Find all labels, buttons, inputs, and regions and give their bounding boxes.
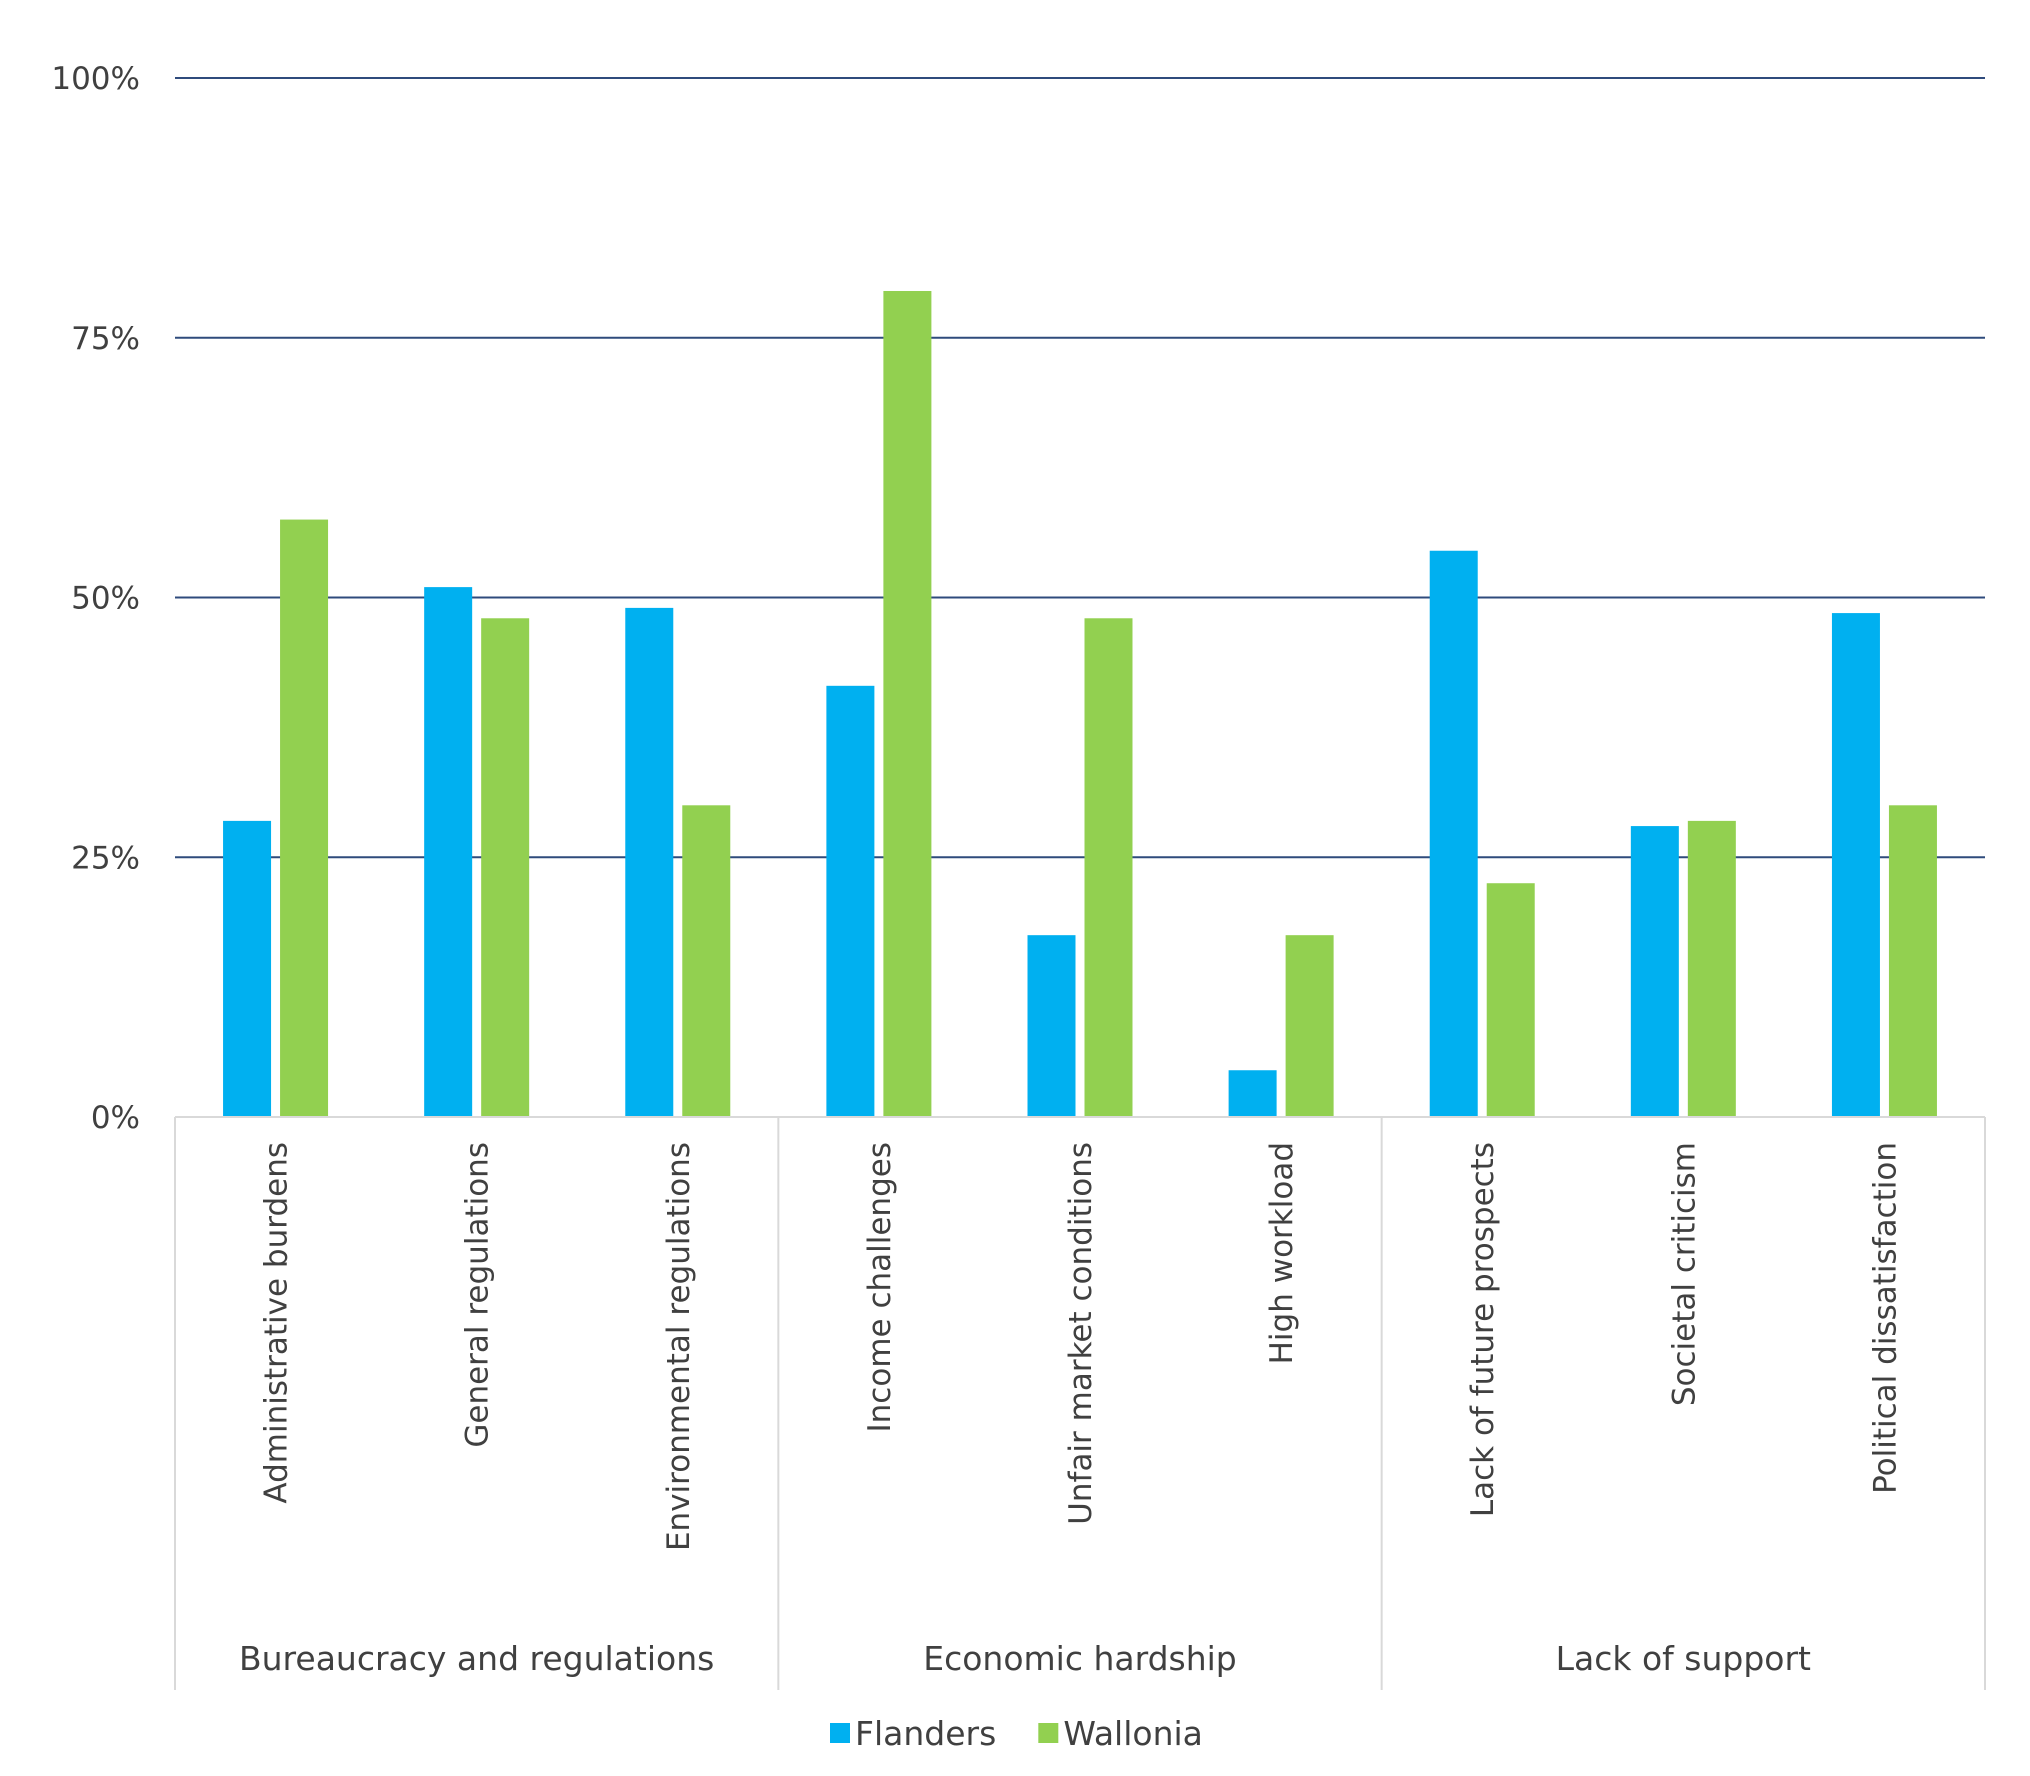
bar-flanders-general-regulations [424, 587, 473, 1117]
x-category-label: Administrative burdens [259, 1142, 295, 1504]
category-labels: Administrative burdens General regulation… [259, 1142, 1904, 1551]
bar-flanders-income-challenges [826, 685, 875, 1117]
bar-flanders-unfair-market-conditions [1027, 935, 1076, 1117]
bar-wallonia-administrative-burdens [280, 519, 329, 1117]
bar-flanders-environmental-regulations [625, 607, 674, 1117]
x-axis [174, 1116, 1986, 1690]
y-axis-ticks: 0% 25% 50% 75% 100% [51, 61, 140, 1136]
bar-wallonia-lack-of-future-prospects [1486, 883, 1535, 1117]
x-category-label: High workload [1264, 1142, 1300, 1364]
legend-label-wallonia: Wallonia [1063, 1714, 1203, 1753]
group-label-lack-of-support: Lack of support [1556, 1639, 1811, 1678]
y-tick-label: 75% [71, 321, 140, 357]
bar-wallonia-political-dissatisfaction [1888, 805, 1937, 1117]
bar-wallonia-high-workload [1285, 935, 1334, 1117]
x-category-label: Unfair market conditions [1063, 1142, 1099, 1525]
gridlines [175, 77, 1985, 859]
y-tick-label: 50% [71, 581, 140, 617]
legend: Flanders Wallonia [830, 1714, 1203, 1753]
bar-wallonia-environmental-regulations [682, 805, 731, 1117]
x-category-label: Societal criticism [1666, 1142, 1702, 1406]
bar-wallonia-unfair-market-conditions [1084, 618, 1133, 1117]
y-tick-label: 0% [91, 1100, 140, 1136]
x-category-label: Political dissatisfaction [1867, 1142, 1903, 1494]
legend-label-flanders: Flanders [855, 1714, 996, 1753]
bar-flanders-high-workload [1228, 1070, 1277, 1117]
bar-wallonia-income-challenges [883, 290, 932, 1117]
x-category-label: General regulations [460, 1142, 496, 1448]
bar-flanders-administrative-burdens [223, 820, 272, 1117]
legend-swatch-flanders [830, 1723, 850, 1743]
bar-wallonia-general-regulations [481, 618, 530, 1117]
y-tick-label: 25% [71, 840, 140, 876]
x-category-label: Lack of future prospects [1465, 1142, 1501, 1517]
x-category-label: Income challenges [862, 1142, 898, 1432]
group-label-economic-hardship: Economic hardship [923, 1639, 1237, 1678]
legend-swatch-wallonia [1038, 1723, 1059, 1743]
bar-wallonia-societal-criticism [1687, 820, 1736, 1117]
bars [223, 290, 1937, 1117]
y-tick-label: 100% [51, 61, 140, 97]
bar-flanders-lack-of-future-prospects [1429, 550, 1478, 1117]
x-category-label: Environmental regulations [661, 1142, 697, 1551]
group-label-bureaucracy-and-regulations: Bureaucracy and regulations [239, 1639, 714, 1678]
bar-flanders-societal-criticism [1630, 826, 1679, 1117]
group-labels: Bureaucracy and regulations Economic hard… [239, 1639, 1811, 1678]
bar-flanders-political-dissatisfaction [1831, 613, 1880, 1117]
